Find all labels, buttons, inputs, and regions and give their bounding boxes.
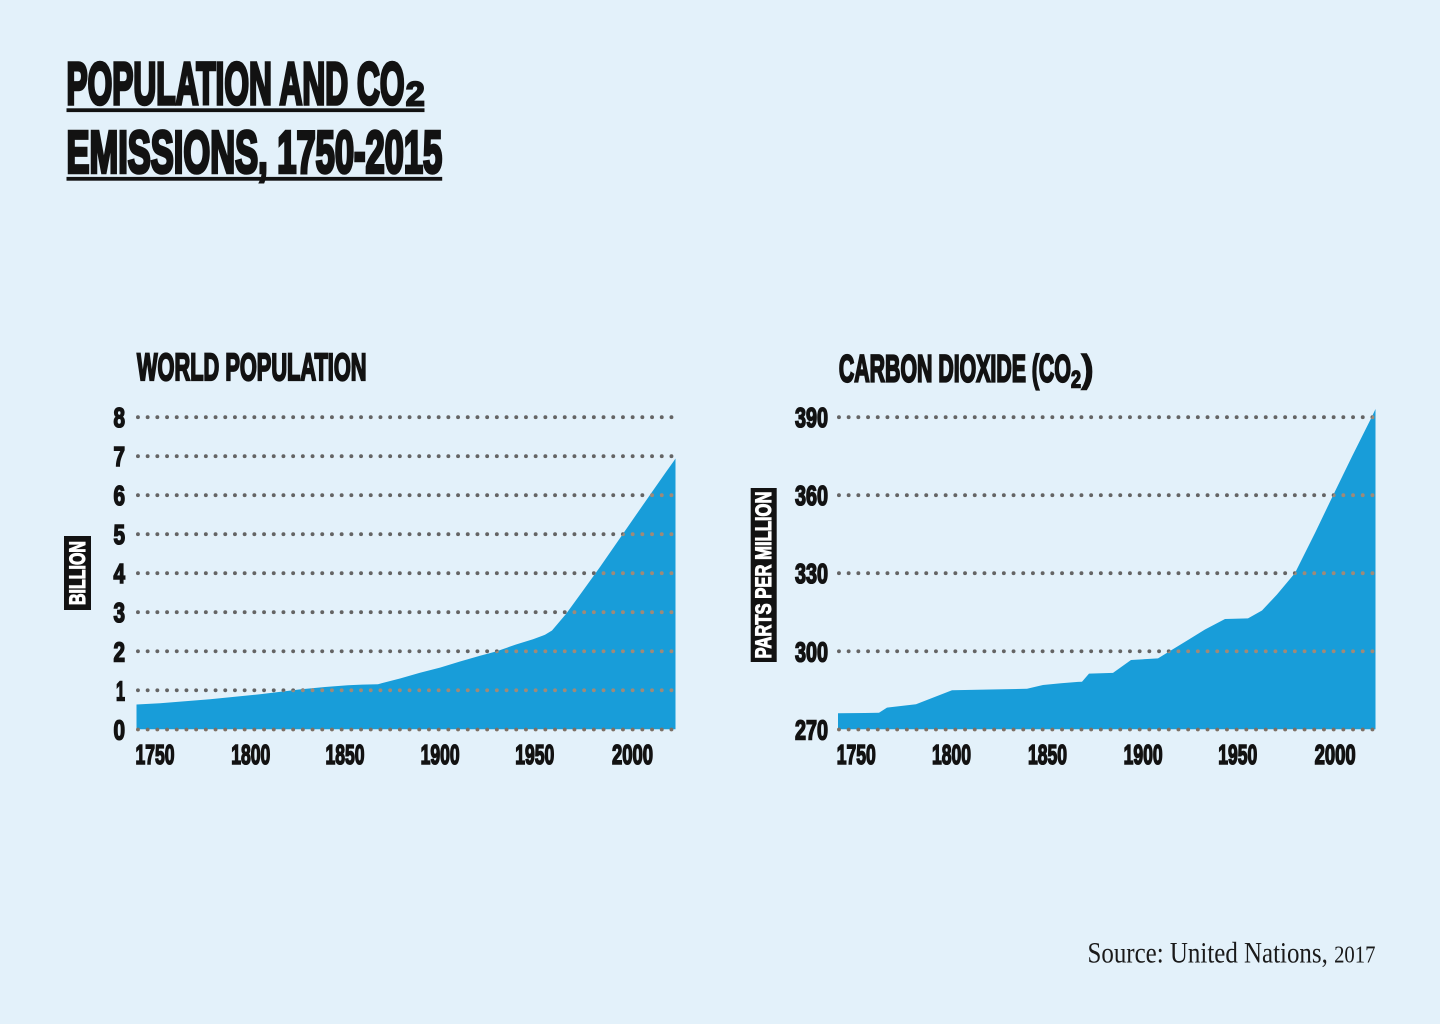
- svg-text:2: 2: [406, 76, 425, 114]
- svg-text:1900: 1900: [1124, 739, 1163, 770]
- svg-text:PARTS PER MILLION: PARTS PER MILLION: [751, 492, 776, 659]
- svg-text:1800: 1800: [231, 739, 270, 770]
- svg-text:1750: 1750: [837, 739, 876, 770]
- svg-text:330: 330: [795, 558, 828, 589]
- svg-text:1750: 1750: [136, 739, 175, 770]
- svg-text:EMISSIONS, 1750-2015: EMISSIONS, 1750-2015: [67, 120, 443, 186]
- svg-text:BILLION: BILLION: [65, 541, 90, 605]
- svg-text:CARBON DIOXIDE (CO: CARBON DIOXIDE (CO: [839, 348, 1071, 390]
- svg-text:WORLD POPULATION: WORLD POPULATION: [137, 347, 367, 389]
- svg-text:270: 270: [795, 714, 828, 745]
- svg-text:0: 0: [114, 714, 126, 745]
- svg-text:1950: 1950: [515, 739, 554, 770]
- svg-text:7: 7: [114, 441, 126, 472]
- svg-text:1800: 1800: [932, 739, 971, 770]
- svg-text:1850: 1850: [1028, 739, 1067, 770]
- svg-text:8: 8: [114, 402, 126, 433]
- svg-text:360: 360: [795, 480, 828, 511]
- svg-text:6: 6: [114, 480, 126, 511]
- svg-text:2: 2: [1071, 367, 1081, 394]
- svg-text:2000: 2000: [1315, 739, 1356, 770]
- svg-text:Source: United Nations, 2017: Source: United Nations, 2017: [1088, 937, 1376, 969]
- svg-text:5: 5: [114, 519, 126, 550]
- svg-text:2000: 2000: [612, 739, 653, 770]
- svg-text:2: 2: [114, 636, 126, 667]
- svg-text:POPULATION AND CO: POPULATION AND CO: [67, 51, 405, 117]
- svg-text:1: 1: [116, 675, 125, 706]
- svg-text:390: 390: [795, 402, 828, 433]
- svg-text:1950: 1950: [1218, 739, 1257, 770]
- svg-text:3: 3: [114, 597, 126, 628]
- svg-text:300: 300: [795, 636, 828, 667]
- svg-text:1850: 1850: [326, 739, 365, 770]
- svg-text:4: 4: [114, 558, 126, 589]
- svg-text:1900: 1900: [421, 739, 460, 770]
- svg-text:): ): [1082, 348, 1094, 390]
